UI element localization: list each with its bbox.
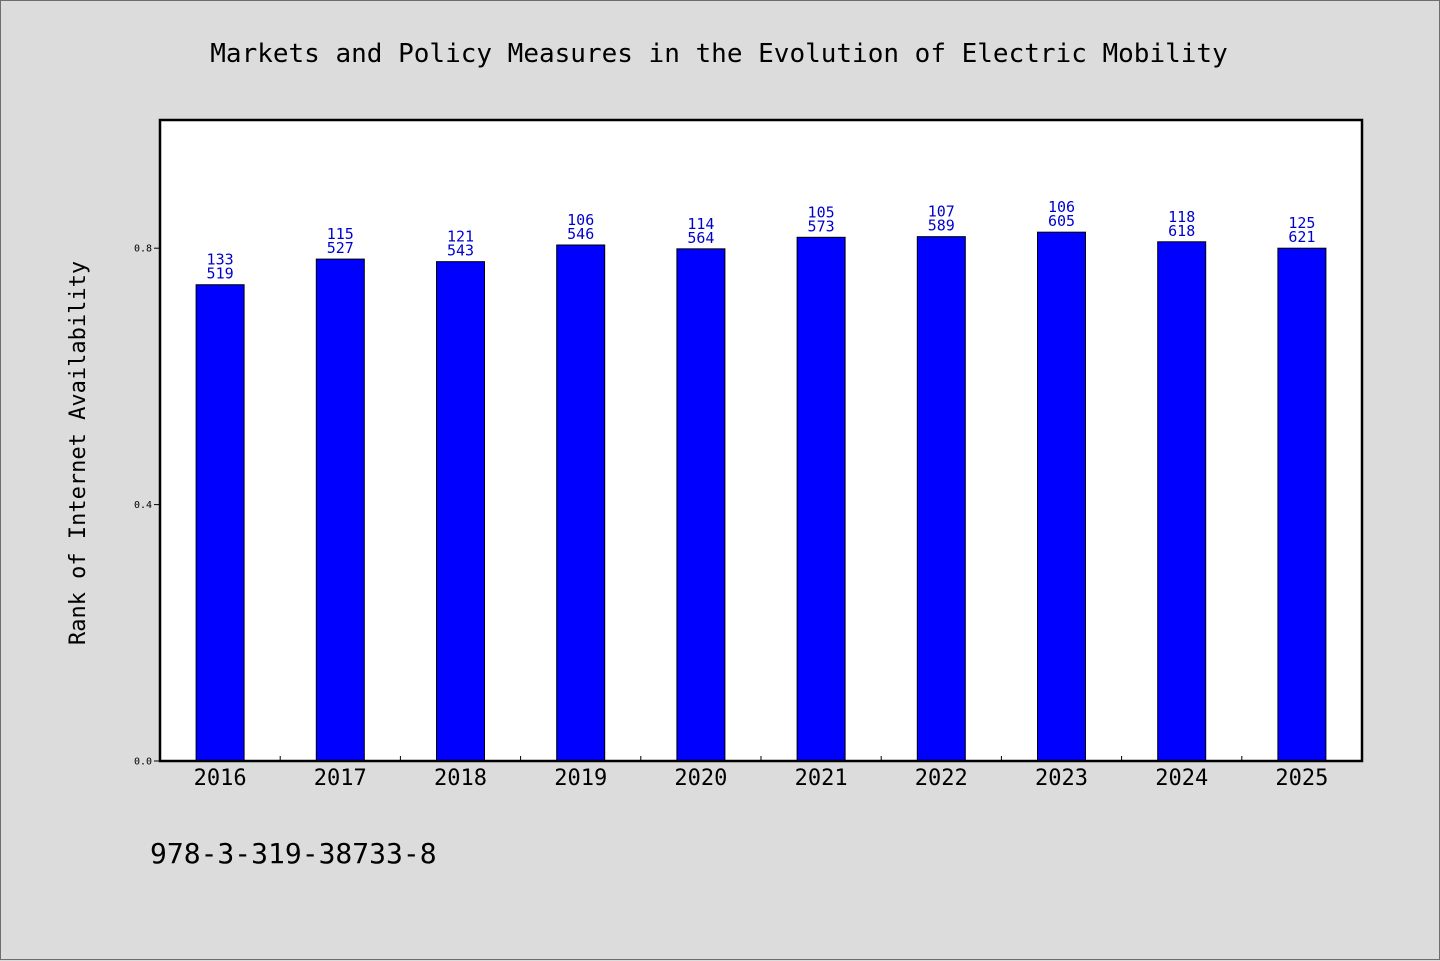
data-label-bottom: 589 [928,217,955,235]
x-tick-label: 2020 [674,766,727,791]
bar-2023 [1037,231,1086,762]
isbn-footer: 978-3-319-38733-8 [150,837,437,870]
data-label-bottom: 564 [687,229,714,247]
y-tick-label: 0.4 [134,500,152,511]
x-tick-label: 2022 [915,766,968,791]
x-tick-label: 2021 [795,766,848,791]
x-tick-label: 2024 [1155,766,1208,791]
bar-2022 [916,236,966,762]
x-tick-label: 2018 [434,766,487,791]
x-tick-label: 2025 [1275,766,1328,791]
data-label-top: 106 [1048,198,1075,216]
data-label-top: 114 [687,215,714,233]
data-label-top: 118 [1168,208,1195,226]
data-label-bottom: 621 [1288,228,1315,246]
y-tick-label: 0.0 [134,757,152,768]
bar-2025 [1277,247,1327,762]
x-tick-label: 2019 [554,766,607,791]
data-label-top: 105 [808,203,835,221]
data-label-bottom: 546 [567,225,594,243]
data-label-bottom: 527 [327,239,354,257]
data-label-bottom: 618 [1168,222,1195,240]
bar-2017 [315,258,365,762]
chart-title: Markets and Policy Measures in the Evolu… [210,39,1227,69]
bar-2016 [195,284,245,762]
data-label-top: 125 [1288,214,1315,232]
data-label-bottom: 573 [808,217,835,235]
data-label-top: 133 [207,251,234,269]
bars [195,231,1327,762]
plot-border [158,118,1364,763]
x-tick-label: 2016 [194,766,247,791]
bar-2021 [796,236,846,762]
x-tick-label: 2017 [314,766,367,791]
data-label-top: 107 [928,203,955,221]
bar-2018 [436,261,485,762]
bar-2024 [1157,241,1207,762]
data-label-bottom: 519 [207,265,234,283]
data-label-top: 121 [447,228,474,246]
data-label-top: 115 [327,225,354,243]
y-axis-label: Rank of Internet Availability [66,261,91,645]
bar-2019 [556,244,606,762]
y-tick-label: 0.8 [134,244,152,255]
data-label-bottom: 605 [1048,212,1075,230]
data-label-top: 106 [567,211,594,229]
bar-2020 [676,248,726,762]
data-labels: 1335191155271215431065461145641055731075… [207,198,1316,283]
axis-ticks: 0.0 0.4 0.8 2016 2017 2018 2019 2020 2021 2022 202… [134,244,1328,791]
x-tick-label: 2023 [1035,766,1088,791]
data-label-bottom: 543 [447,242,474,260]
